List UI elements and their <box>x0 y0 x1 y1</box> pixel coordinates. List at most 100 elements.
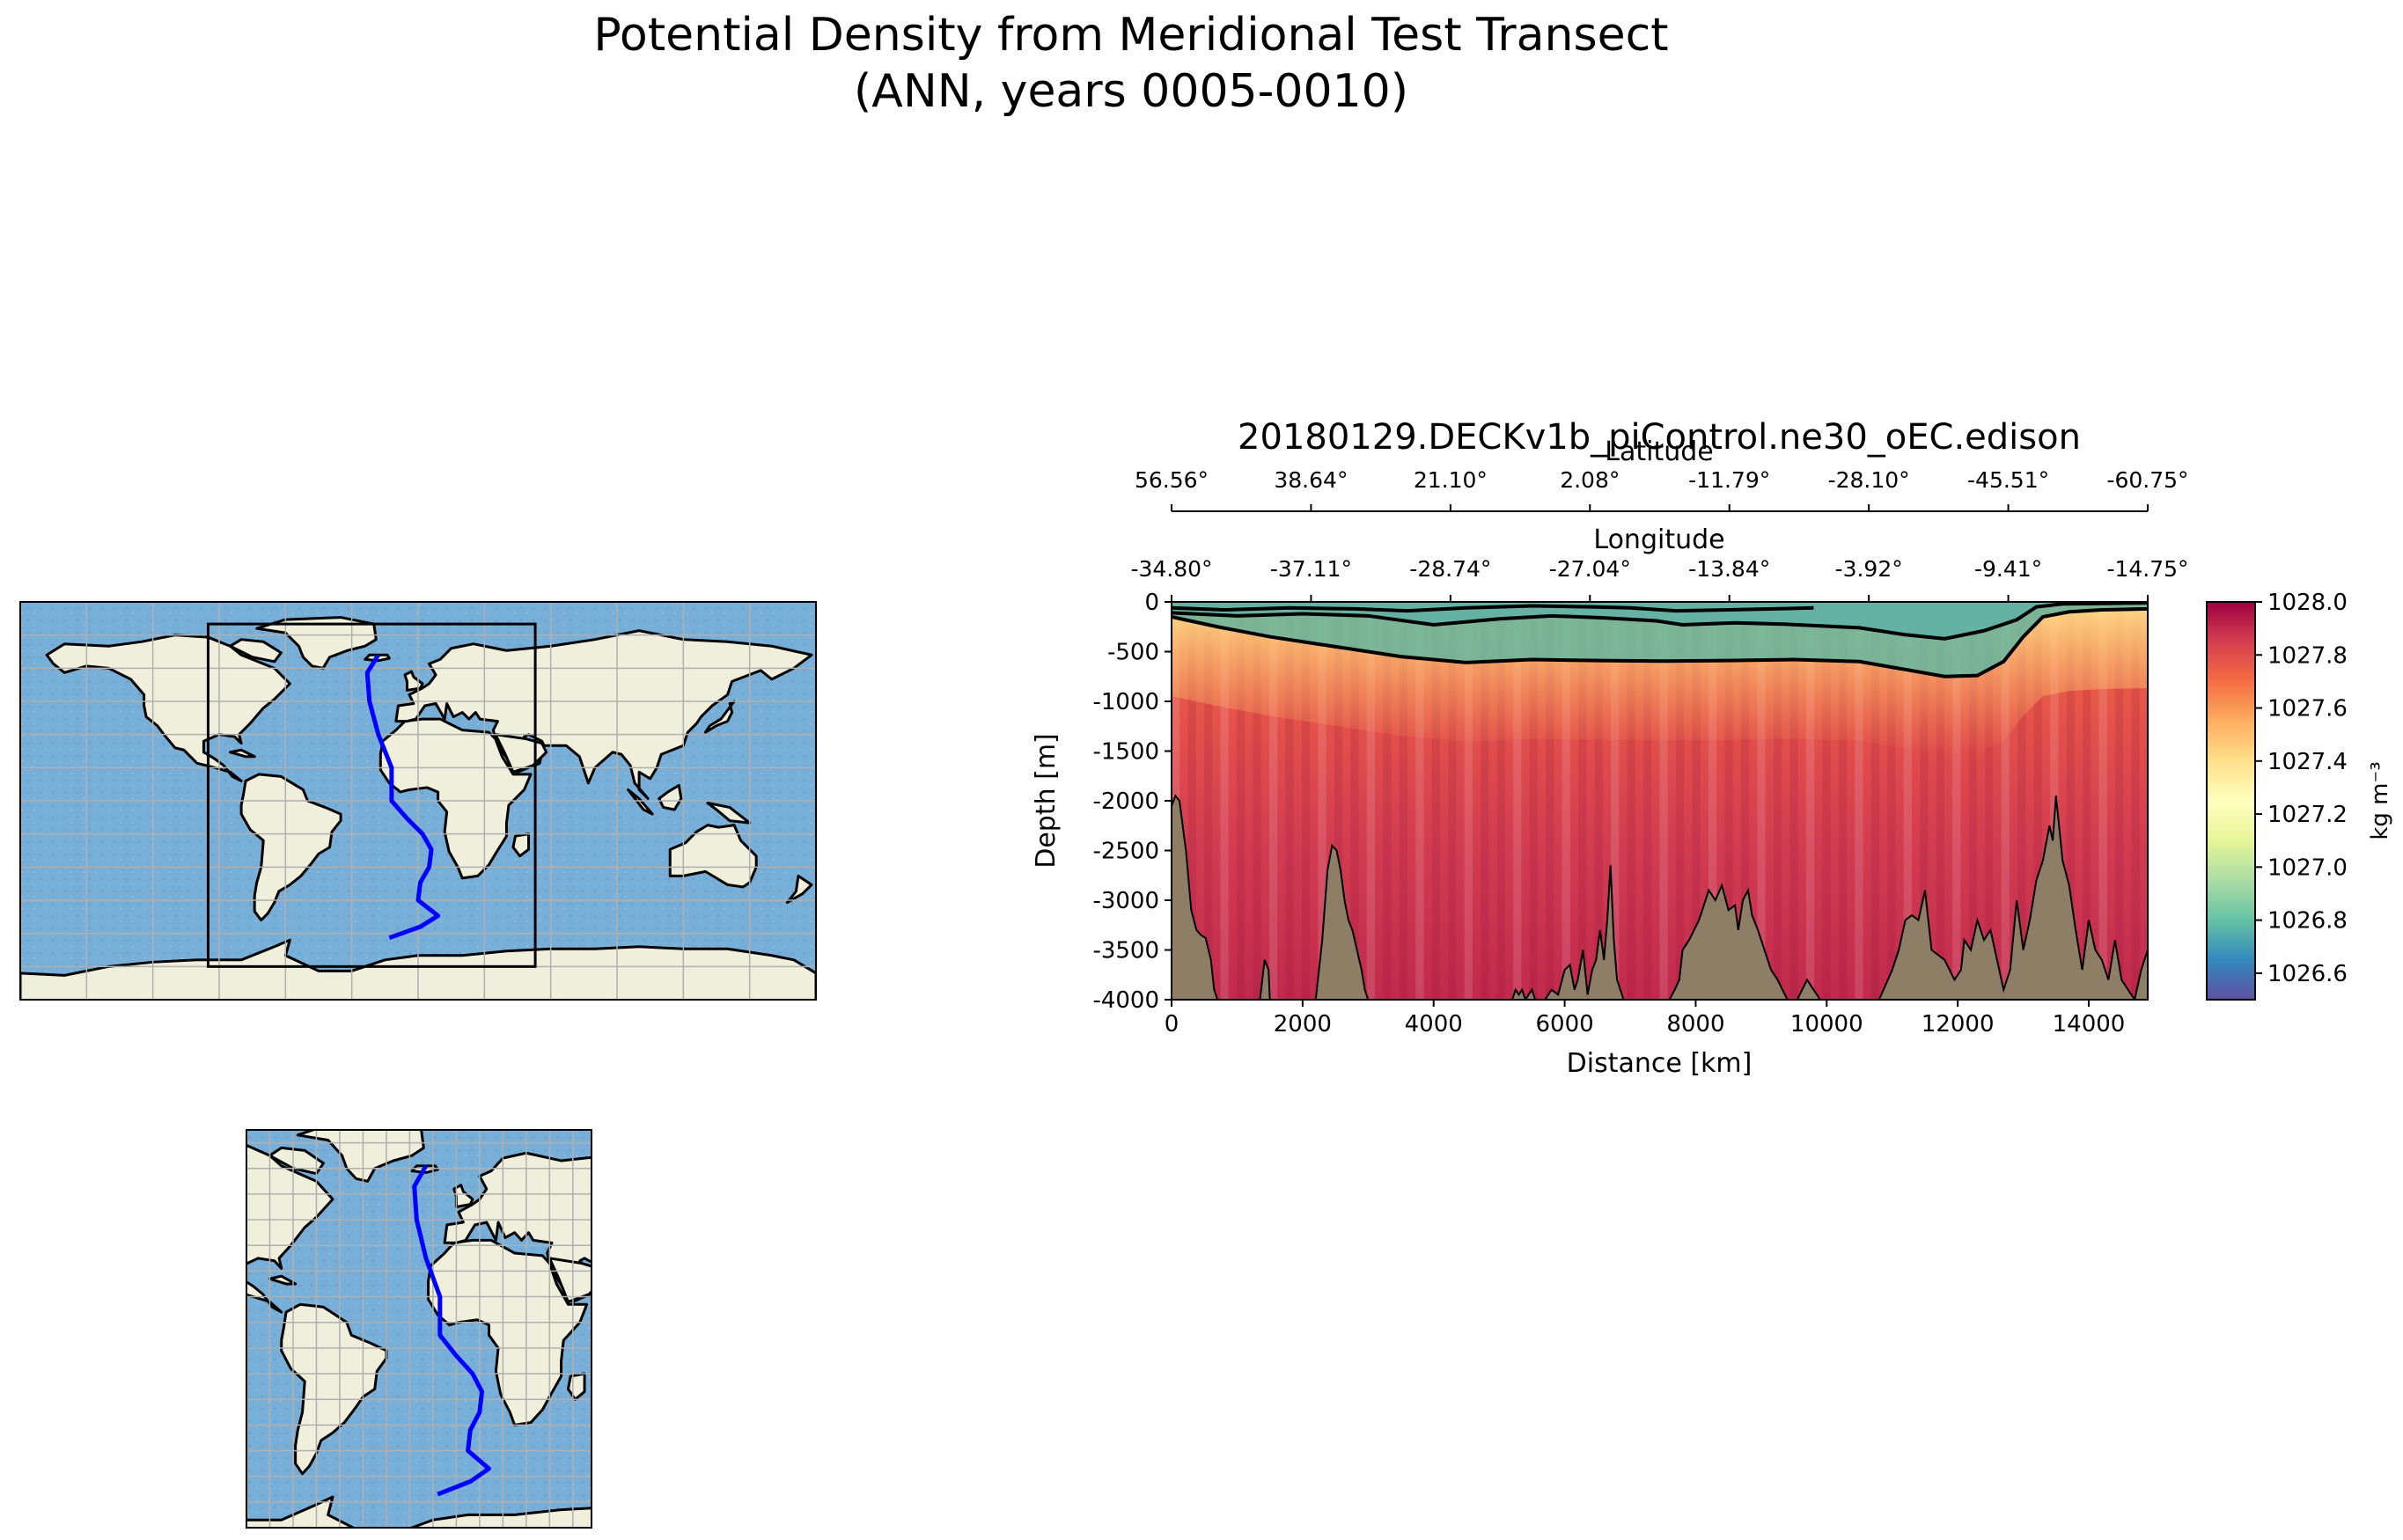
regional-gridlines <box>246 1130 592 1528</box>
streak <box>1481 602 1489 1000</box>
figure-title-line1: Potential Density from Meridional Test T… <box>593 9 1668 62</box>
colorbar-strip <box>2206 601 2256 1001</box>
streak <box>2033 602 2042 1000</box>
streak <box>1855 602 1863 1000</box>
streak <box>2017 602 2026 1000</box>
streak <box>1529 602 1538 1000</box>
density-contour-shallow-1 <box>1172 602 2148 641</box>
streak <box>1594 602 1603 1000</box>
section-title: 20180129.DECKv1b_piControl.ne30_oEC.edis… <box>1238 417 2081 458</box>
longitude-tick-label: -9.41° <box>1974 556 2042 582</box>
landmass-sumatra <box>627 788 654 816</box>
y-axis-label: Depth [m] <box>1031 733 1062 869</box>
latitude-tick-label: 38.64° <box>1274 467 1348 493</box>
latitude-tick-label: 56.56° <box>1135 467 1209 493</box>
landmass-newZealand <box>857 1422 883 1453</box>
streak <box>1431 602 1440 1000</box>
global-map-panel <box>19 601 817 1001</box>
streak <box>1789 602 1798 1000</box>
global-transect-line <box>364 653 441 941</box>
y-tick-label: -2500 <box>1092 839 1159 865</box>
x-tick-label: 12000 <box>1922 1011 1995 1038</box>
latitude-tick-label: -45.51° <box>1967 467 2049 493</box>
streak <box>1350 602 1359 1000</box>
streak <box>1318 602 1326 1000</box>
streak <box>1724 602 1733 1000</box>
landmass-newGuinea <box>774 1338 818 1360</box>
landmass-southAmerica <box>280 1302 388 1476</box>
landmass-arabia <box>494 733 548 774</box>
bathymetry <box>1172 794 2148 1000</box>
streak <box>1383 602 1392 1000</box>
x-axis-label: Distance [km] <box>1567 1048 1753 1079</box>
streak <box>1757 602 1766 1000</box>
streak <box>1253 602 1261 1000</box>
longitude-axis-label: Longitude <box>1593 524 1724 555</box>
global-map-frame <box>19 601 817 1001</box>
latitude-tick-label: -60.75° <box>2106 467 2188 493</box>
landmass-japan <box>771 1220 801 1256</box>
y-tick-label: -3500 <box>1092 938 1159 964</box>
streak <box>2083 602 2091 1000</box>
streak <box>1903 602 1912 1000</box>
streak <box>2115 602 2124 1000</box>
latitude-tick-label: -11.79° <box>1688 467 1770 493</box>
x-axis: 0 2000 4000 6000 8000 10000 12000 14000 <box>1165 1000 2126 1038</box>
latitude-tick-label: 2.08° <box>1560 467 1620 493</box>
streak <box>1870 602 1880 1000</box>
x-tick-label: 6000 <box>1535 1011 1593 1038</box>
landmass-newGuinea <box>706 802 752 825</box>
streak <box>1399 602 1408 1000</box>
streak <box>1268 602 1278 1000</box>
global-gridlines <box>20 602 816 1000</box>
x-tick-label: 4000 <box>1405 1011 1463 1038</box>
landmass-arabia <box>547 1257 592 1303</box>
landmass-newZealand <box>785 874 813 905</box>
streak <box>1203 602 1213 1000</box>
colorbar-tick-label: 1026.8 <box>2267 908 2348 935</box>
streak <box>1464 602 1473 1000</box>
colorbar-tick-label: 1027.2 <box>2267 802 2348 828</box>
streak <box>2131 602 2140 1000</box>
regional-transect-line <box>412 1164 491 1497</box>
streak <box>1920 602 1929 1000</box>
longitude-tick-label: -14.75° <box>2106 556 2188 582</box>
regional-map-panel <box>246 1129 883 1529</box>
streak <box>1627 602 1635 1000</box>
streak <box>2050 602 2059 1000</box>
colorbar-tick-label: 1027.6 <box>2267 696 2348 722</box>
y-tick-label: -1000 <box>1092 689 1159 715</box>
landmass-borneo <box>722 1317 745 1346</box>
streak <box>1513 602 1522 1000</box>
regional-land <box>246 1130 883 1528</box>
streak <box>1968 602 1977 1000</box>
colorbar-tick-label: 1027.4 <box>2267 749 2348 775</box>
y-tick-label: -3000 <box>1092 888 1159 914</box>
streak <box>1708 602 1717 1000</box>
longitude-tick-label: -13.84° <box>1688 556 1770 582</box>
landmass-antarctica <box>246 1495 592 1528</box>
longitude-tick-label: -37.11° <box>1270 556 1352 582</box>
streak <box>2066 602 2075 1000</box>
streak <box>1187 602 1196 1000</box>
y-tick-label: -4000 <box>1092 987 1159 1014</box>
streak <box>1285 602 1294 1000</box>
streak <box>1236 602 1246 1000</box>
colorbar-tick-label: 1027.0 <box>2267 854 2348 881</box>
landmass-baffin <box>229 638 283 664</box>
x-tick-label: 14000 <box>2053 1011 2126 1038</box>
streak <box>1643 602 1652 1000</box>
streak <box>1496 602 1505 1000</box>
section-panel: 20180129.DECKv1b_piControl.ne30_oEC.edis… <box>1031 417 2393 1079</box>
y-tick-label: -2000 <box>1092 788 1159 815</box>
landmass-greenland <box>255 616 378 670</box>
colorbar-label: kg m⁻³ <box>2367 761 2393 840</box>
streak <box>1936 602 1944 1000</box>
streak <box>1887 602 1896 1000</box>
streak <box>1985 602 1994 1000</box>
streak <box>1415 602 1424 1000</box>
streak <box>1611 602 1620 1000</box>
global-map-content <box>20 602 816 1000</box>
colorbar-tick-label: 1026.6 <box>2267 961 2348 987</box>
